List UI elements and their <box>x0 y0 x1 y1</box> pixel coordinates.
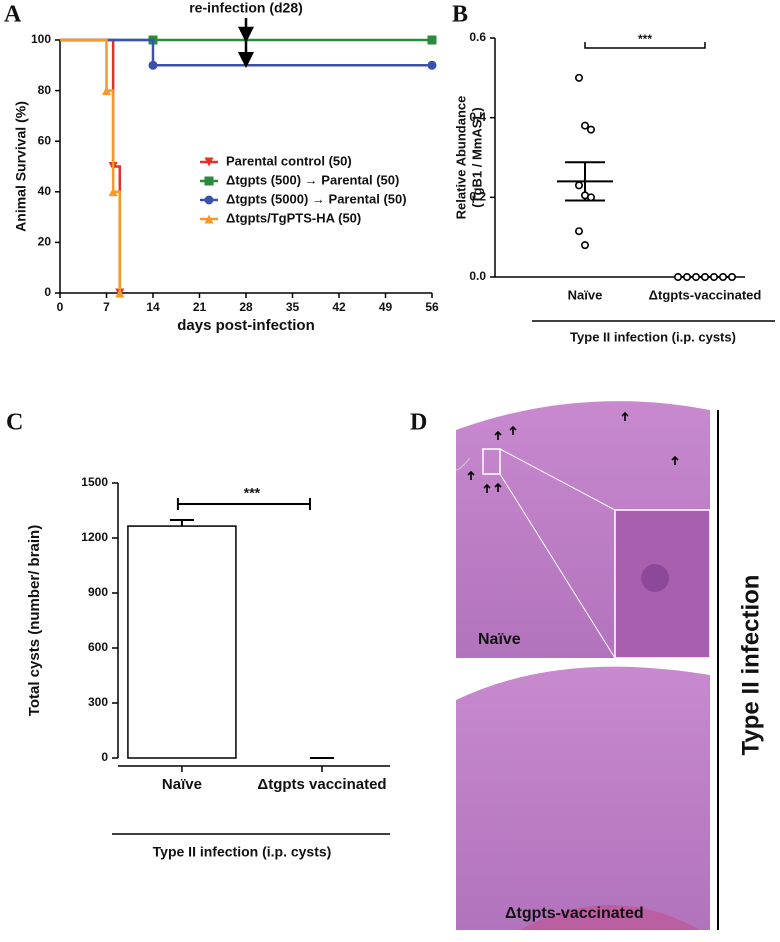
group-label: Type II infection (i.p. cysts) <box>153 844 332 860</box>
x-tick-label: 56 <box>425 300 439 314</box>
y-tick-label: 100 <box>31 32 51 46</box>
y-axis-label: Relative Abundance <box>453 96 468 220</box>
panel-label: D <box>410 410 427 436</box>
point <box>727 272 736 281</box>
y-tick-label: 40 <box>38 184 52 198</box>
legend-label: Δtgpts (5000) → Parental (50) <box>226 191 407 206</box>
annotation: re-infection (d28) <box>189 0 303 16</box>
point <box>700 272 709 281</box>
significance: *** <box>244 485 261 501</box>
bar <box>127 525 237 759</box>
y-tick-label: 20 <box>38 235 52 249</box>
point <box>682 272 691 281</box>
x-axis-label: days post-infection <box>177 317 315 334</box>
y-tick-label: 60 <box>38 133 52 147</box>
point <box>574 227 583 236</box>
point <box>691 272 700 281</box>
x-tick-label: Naïve <box>162 776 202 793</box>
zoom-line <box>499 448 616 511</box>
marker <box>204 157 214 167</box>
y-tick-label: 900 <box>88 585 108 599</box>
survival-line <box>60 38 122 293</box>
legend-label: Δtgpts (500) → Parental (50) <box>226 172 399 187</box>
point <box>574 181 583 190</box>
marker <box>108 187 118 197</box>
panel-label: A <box>4 2 22 28</box>
x-tick-label: 42 <box>332 300 346 314</box>
panel-label: B <box>452 2 468 28</box>
point <box>580 121 589 130</box>
point <box>574 73 583 82</box>
y-tick-label: 600 <box>88 640 108 654</box>
y-tick-label: 0 <box>101 750 108 764</box>
x-tick-label: Δtgpts vaccinated <box>257 776 386 793</box>
y-tick-label: 80 <box>38 83 52 97</box>
tissue-region <box>520 905 700 930</box>
y-tick-label: 1200 <box>81 530 108 544</box>
point <box>718 272 727 281</box>
y-tick-label: 0 <box>44 285 51 299</box>
x-tick-label: 28 <box>239 300 253 314</box>
point <box>580 241 589 250</box>
x-tick-label: 7 <box>103 300 110 314</box>
marker <box>427 60 437 70</box>
marker <box>148 60 158 70</box>
point <box>709 272 718 281</box>
y-tick-label: 300 <box>88 695 108 709</box>
y-tick-label: 1500 <box>81 475 108 489</box>
marker <box>115 288 125 298</box>
marker <box>102 86 111 96</box>
histology-label: Naïve <box>478 631 521 648</box>
marker <box>427 35 437 45</box>
y-axis-label: Animal Survival (%) <box>13 101 29 232</box>
arrows <box>467 411 679 493</box>
legend-label: Δtgpts/TgPTS-HA (50) <box>226 210 361 225</box>
point <box>586 193 595 202</box>
marker <box>204 195 214 205</box>
histology: Naïve Δtgpts-vaccinated Type II infectio… <box>455 401 764 930</box>
x-tick-label: Δtgpts-vaccinated <box>649 287 762 302</box>
x-tick-label: 49 <box>379 300 393 314</box>
survival-line <box>60 38 122 293</box>
x-tick-label: 21 <box>193 300 207 314</box>
y-tick-label: 0.4 <box>469 110 486 124</box>
x-tick-label: Naïve <box>568 287 603 302</box>
point <box>586 125 595 134</box>
x-tick-label: 0 <box>57 300 64 314</box>
marker <box>204 176 214 186</box>
tissue-edge <box>455 457 471 471</box>
significance-bracket <box>176 498 311 510</box>
x-tick-label: 35 <box>286 300 300 314</box>
significance-bracket <box>584 42 706 49</box>
annotation-arrow <box>237 18 255 69</box>
side-label: Type II infection <box>737 575 764 756</box>
group-label: Type II infection (i.p. cysts) <box>570 329 736 344</box>
legend-label: Parental control (50) <box>226 153 352 168</box>
zoom-line <box>499 473 616 659</box>
x-tick-label: 14 <box>146 300 160 314</box>
y-tick-label: 0.0 <box>469 269 486 283</box>
significance: *** <box>638 32 652 46</box>
panel-label: C <box>6 410 23 436</box>
y-tick-label: 0.6 <box>469 30 486 44</box>
y-tick-label: 0.2 <box>469 190 486 204</box>
zoom-box <box>482 448 501 475</box>
lesion <box>641 564 669 592</box>
histology-label: Δtgpts-vaccinated <box>505 905 644 922</box>
brain-section <box>456 666 710 930</box>
y-axis-label: (TgB1 / MmASL) <box>469 107 484 207</box>
marker <box>204 214 214 224</box>
y-axis-label: Total cysts (number/ brain) <box>26 525 43 716</box>
point <box>673 272 682 281</box>
